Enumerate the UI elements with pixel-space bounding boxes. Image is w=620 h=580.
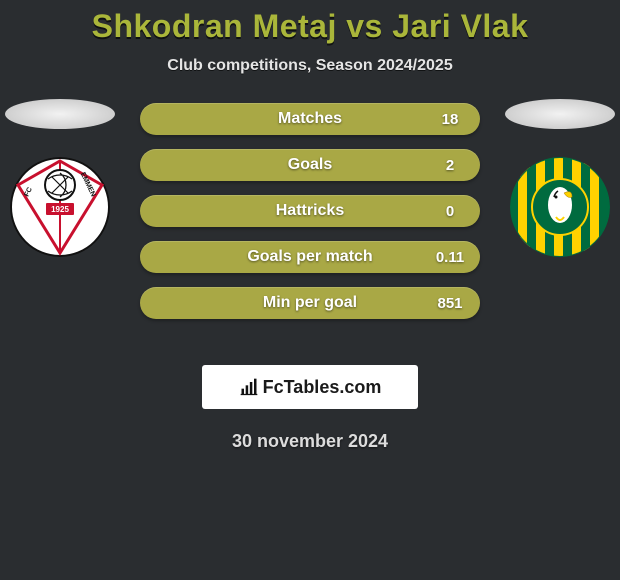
date-text: 30 november 2024: [0, 431, 620, 452]
svg-text:1925: 1925: [51, 205, 69, 214]
stat-row-matches: Matches 18: [140, 103, 480, 135]
brand-box[interactable]: FcTables.com: [202, 365, 418, 409]
stat-row-goals-per-match: Goals per match 0.11: [140, 241, 480, 273]
stat-right-value: 18: [420, 111, 480, 128]
stats-list: Matches 18 Goals 2 Hattricks 0 Goals per…: [140, 103, 480, 319]
stat-row-min-per-goal: Min per goal 851: [140, 287, 480, 319]
stat-row-goals: Goals 2: [140, 149, 480, 181]
stat-right-value: 851: [420, 295, 480, 312]
player-left-avatar: [5, 99, 115, 129]
subtitle: Club competitions, Season 2024/2025: [0, 57, 620, 75]
brand-text: FcTables.com: [263, 377, 382, 398]
stat-right-value: 0.11: [420, 249, 480, 266]
page-title: Shkodran Metaj vs Jari Vlak: [0, 0, 620, 45]
club-logo-left: 1925 FC EMMEN: [10, 157, 110, 257]
stat-label: Goals per match: [200, 248, 420, 266]
ado-den-haag-logo-icon: [510, 157, 610, 257]
player-left-column: 1925 FC EMMEN: [0, 95, 120, 257]
stat-right-value: 0: [420, 203, 480, 220]
club-logo-right: [510, 157, 610, 257]
stat-right-value: 2: [420, 157, 480, 174]
fc-emmen-logo-icon: 1925 FC EMMEN: [10, 157, 110, 257]
player-right-column: [500, 95, 620, 257]
stat-row-hattricks: Hattricks 0: [140, 195, 480, 227]
bar-chart-icon: [239, 377, 259, 397]
stat-label: Goals: [200, 156, 420, 174]
player-right-avatar: [505, 99, 615, 129]
stat-label: Matches: [200, 110, 420, 128]
stat-label: Min per goal: [200, 294, 420, 312]
stat-label: Hattricks: [200, 202, 420, 220]
comparison-content: 1925 FC EMMEN: [0, 103, 620, 343]
